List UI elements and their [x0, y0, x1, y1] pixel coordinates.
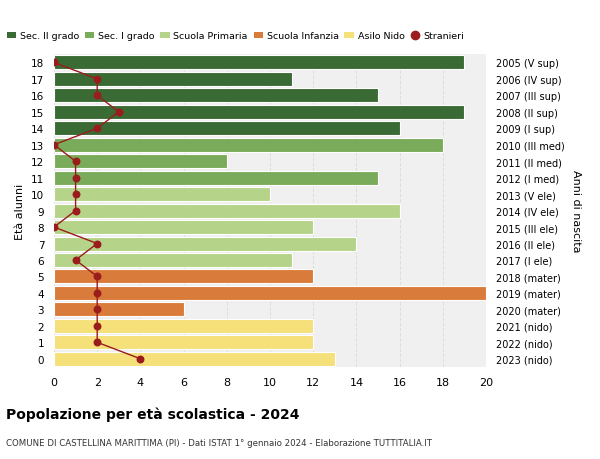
Point: [92, 92, 102, 100]
Point: [92, 290, 102, 297]
Point: [71, 174, 80, 182]
Bar: [54, 237, 356, 251]
Point: [92, 306, 102, 313]
Bar: [54, 171, 378, 185]
Point: [92, 125, 102, 133]
Point: [71, 158, 80, 166]
Point: [49, 60, 59, 67]
Bar: [54, 56, 464, 70]
Point: [71, 257, 80, 264]
Point: [114, 109, 124, 116]
Point: [92, 323, 102, 330]
Bar: [54, 270, 313, 284]
Point: [136, 355, 145, 363]
Point: [71, 207, 80, 215]
Point: [71, 191, 80, 198]
Text: COMUNE DI CASTELLINA MARITTIMA (PI) - Dati ISTAT 1° gennaio 2024 - Elaborazione : COMUNE DI CASTELLINA MARITTIMA (PI) - Da…: [6, 438, 432, 448]
Bar: [54, 106, 464, 119]
Bar: [54, 73, 292, 87]
Y-axis label: Età alunni: Età alunni: [16, 183, 25, 239]
Bar: [54, 221, 313, 235]
Bar: [54, 319, 313, 333]
Legend: Sec. II grado, Sec. I grado, Scuola Primaria, Scuola Infanzia, Asilo Nido, Stran: Sec. II grado, Sec. I grado, Scuola Prim…: [3, 28, 468, 45]
Bar: [54, 336, 313, 350]
Bar: [54, 139, 443, 152]
Point: [49, 142, 59, 149]
Bar: [54, 352, 335, 366]
Bar: [54, 204, 400, 218]
Y-axis label: Anni di nascita: Anni di nascita: [571, 170, 581, 252]
Point: [92, 76, 102, 84]
Point: [92, 241, 102, 248]
Point: [49, 224, 59, 231]
Bar: [54, 188, 270, 202]
Bar: [54, 89, 378, 103]
Bar: [54, 122, 400, 136]
Point: [92, 273, 102, 280]
Bar: [54, 253, 292, 268]
Bar: [54, 303, 184, 317]
Bar: [54, 286, 486, 300]
Bar: [54, 155, 227, 169]
Point: [92, 339, 102, 346]
Text: Popolazione per età scolastica - 2024: Popolazione per età scolastica - 2024: [6, 406, 299, 421]
